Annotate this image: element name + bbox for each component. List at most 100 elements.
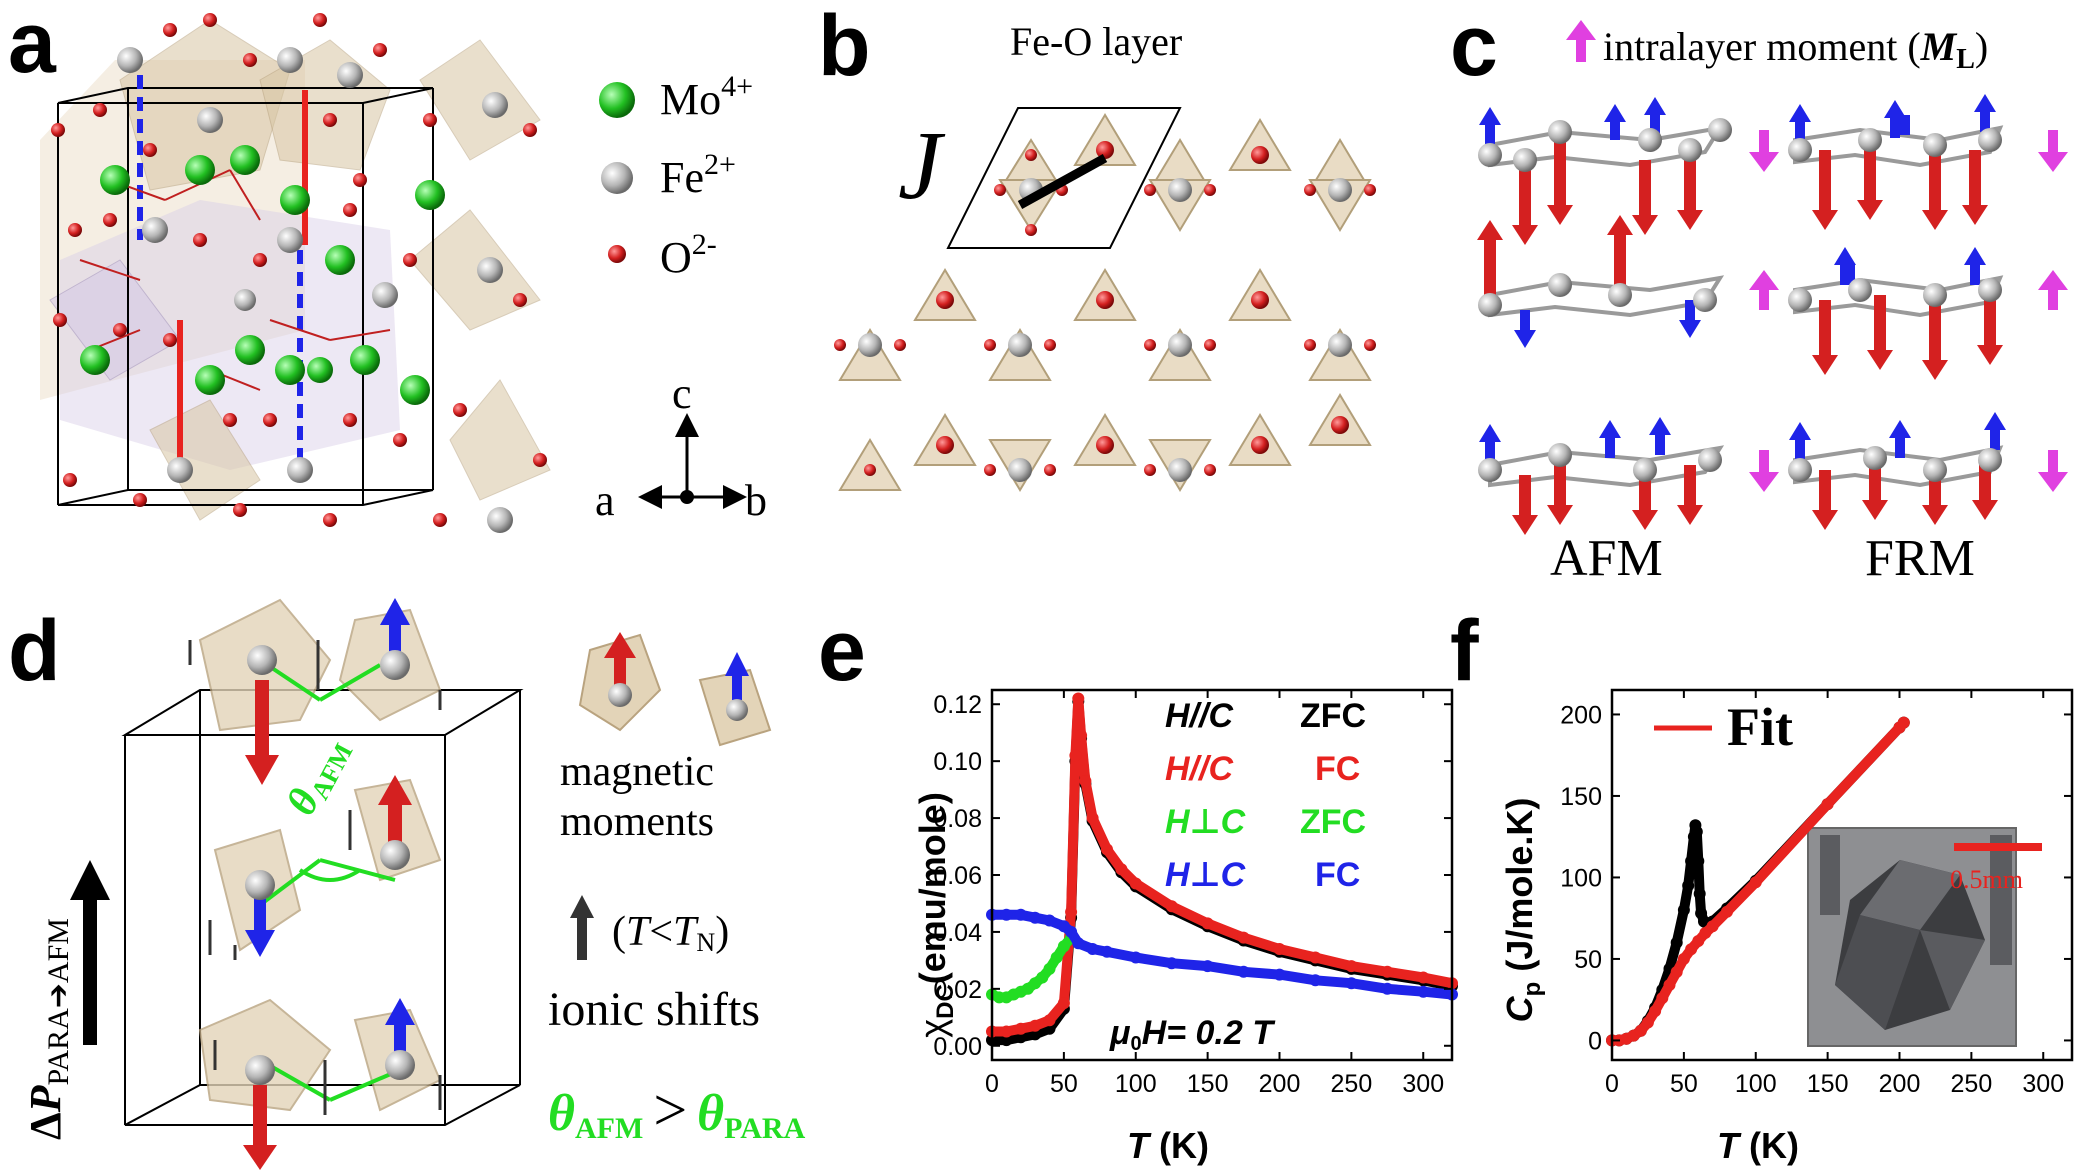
chart-e-xtick-label: 200 <box>1259 1070 1301 1098</box>
chart-e-series-1-point <box>1069 749 1082 762</box>
panel-b-label: b <box>818 0 871 94</box>
ionic-shift-arrow-icon <box>570 895 594 960</box>
chart-e-series-3-point <box>1417 985 1430 998</box>
chart-e-series-3-point <box>1086 943 1099 955</box>
chart-e-series-1-point <box>1079 775 1092 788</box>
chart-f-ylabel: Cp (J/mole.K) <box>1499 798 1546 1023</box>
chart-e-series-2-point <box>1036 971 1049 984</box>
chart-f-series-1-point <box>1897 716 1910 729</box>
chart-f-xtick-label: 250 <box>1951 1070 1993 1098</box>
chart-f-xlabel: T (K) <box>1717 1125 1799 1166</box>
chart-e-xtick-label: 300 <box>1402 1070 1444 1098</box>
chart-e-ytick-label: 0.08 <box>933 805 982 833</box>
chart-e-xlabel: T (K) <box>1127 1125 1209 1166</box>
axis-a-label: a <box>595 476 615 525</box>
chart-e-series-1-point <box>1072 692 1085 705</box>
chart-f-ytick-label: 50 <box>1574 946 1602 974</box>
svg-text:intralayer moment (ML): intralayer moment (ML) <box>1603 24 1988 75</box>
chart-e-series-3-point <box>1201 960 1214 973</box>
crystal-structure-3d <box>40 13 551 533</box>
panel-a: a <box>8 0 767 533</box>
chart-e-series-2-point <box>1057 940 1070 953</box>
chart-e-series-1-point <box>1129 877 1142 890</box>
spin-configurations <box>1477 94 2068 535</box>
frm-column-label: FRM <box>1865 530 1975 587</box>
chart-f-xtick-label: 100 <box>1735 1070 1777 1098</box>
ionic-shifts-caption: ionic shifts <box>548 983 760 1036</box>
chart-f-series-1-point <box>1692 935 1705 947</box>
axis-c-label: c <box>672 369 692 418</box>
chart-f-series-1-point <box>1721 905 1733 918</box>
chart-f-series-1-point <box>1706 920 1719 933</box>
mo-ion-icon <box>599 82 635 118</box>
chart-e-series-2-point <box>1050 951 1063 964</box>
chart-f-series-1-point <box>1677 952 1690 965</box>
chart-e-series-3-point <box>1065 925 1078 938</box>
chart-f-series-0-point <box>1690 825 1703 838</box>
afm-column-label: AFM <box>1550 530 1663 587</box>
chart-f-series-1-point <box>1821 798 1834 811</box>
chart-e-series-3-point <box>1101 945 1113 958</box>
chart-e-series-1-point <box>1165 900 1178 913</box>
shift-condition: (T<TN) <box>612 909 729 957</box>
inset-crystal-photo <box>1807 827 2042 1047</box>
panel-b: b Fe-O layer <box>818 0 1376 492</box>
chart-e-series-1-point <box>1057 997 1070 1010</box>
chart-e-ytick-label: 0.02 <box>933 976 982 1004</box>
chart-f-xtick-label: 200 <box>1879 1070 1921 1098</box>
theta-relation: θAFM > θPARA <box>548 1077 806 1145</box>
moments-caption-line1: magnetic <box>560 749 714 795</box>
chart-e-series-1-point <box>1000 1025 1013 1038</box>
chart-f-xtick-label: 300 <box>2022 1070 2064 1098</box>
legend-field-3: H⊥C <box>1165 803 1246 841</box>
chart-f-series-0-point <box>1682 879 1695 892</box>
legend-mode-4: FC <box>1315 856 1360 894</box>
chi-dc-chart: 0 50 100 150 200 250 300 0.00 0.02 0.04 0.06 0.08 0.… <box>933 688 1458 1098</box>
chart-f-series-0-point <box>1692 855 1705 868</box>
inset-scale-label: 0.5mm <box>1950 865 2023 894</box>
chart-e-series-1-point <box>1417 971 1430 984</box>
chart-f-series-0-point <box>1677 904 1690 916</box>
panel-a-label: a <box>8 0 57 91</box>
chart-e-ytick-label: 0.10 <box>933 748 982 776</box>
panel-d-label: d <box>8 603 61 699</box>
chart-f-series-1-point <box>1670 966 1683 978</box>
panel-d: d ΔPPARA➔AFM <box>8 598 806 1170</box>
chart-f-series-0-point <box>1693 887 1706 900</box>
chart-f-ytick-label: 150 <box>1560 783 1602 811</box>
legend-mode-1: ZFC <box>1300 697 1366 735</box>
chart-f-ytick-label: 0 <box>1588 1027 1602 1055</box>
o-ion-icon <box>608 245 626 263</box>
chart-e-series-3-point <box>1129 951 1142 964</box>
chart-f-ytick-label: 200 <box>1560 701 1602 729</box>
chart-e-series-1-point <box>1309 951 1322 964</box>
chart-e-series-3-point <box>1381 982 1394 995</box>
panel-f: f 0.5mm 0 50 100 150 200 250 300 0 50 100 150 200 C… <box>1450 603 2074 1166</box>
o-ion-label: O2- <box>660 228 717 282</box>
chart-f-plot-frame <box>1610 688 2074 1062</box>
legend-mode-3: ZFC <box>1300 803 1366 841</box>
panel-b-title: Fe-O layer <box>1010 19 1182 64</box>
crystal-axes: c a b <box>595 369 767 525</box>
fe-o-layer-lattice <box>834 107 1376 492</box>
chart-e-series-3-point <box>1165 957 1178 970</box>
chart-e-series-0-point <box>1000 1034 1013 1047</box>
chart-e-series-3-point <box>1273 968 1286 981</box>
chart-e-series-2-point <box>1043 962 1056 975</box>
chart-e-series-1-point <box>1065 906 1078 918</box>
chart-f-series-1-point <box>1685 943 1698 956</box>
chart-e-series-3-point <box>1345 977 1358 990</box>
chart-e-xtick-label: 0 <box>985 1070 999 1098</box>
polarization-arrow <box>70 860 110 1045</box>
chart-f-series-1-point <box>1641 1016 1654 1029</box>
mo-ion-label: Mo4+ <box>660 70 753 124</box>
chart-e-ytick-label: 0.00 <box>933 1033 982 1061</box>
chart-e-series-1-point <box>1115 863 1128 876</box>
theta-afm-label: θAFM <box>278 730 358 824</box>
chart-e-annotation: μ0H= 0.2 T <box>1109 1014 1276 1055</box>
chart-e-series-3-point <box>1309 974 1322 987</box>
chart-e-xtick-label: 100 <box>1115 1070 1157 1098</box>
coupling-j-label: J <box>898 112 946 220</box>
panel-e: e 0 50 100 150 200 250 300 0.00 0.02 0.04 0.06 0.08… <box>818 603 1458 1166</box>
cp-chart: 0 50 100 150 200 250 300 0 50 100 150 200 <box>1560 688 2074 1098</box>
